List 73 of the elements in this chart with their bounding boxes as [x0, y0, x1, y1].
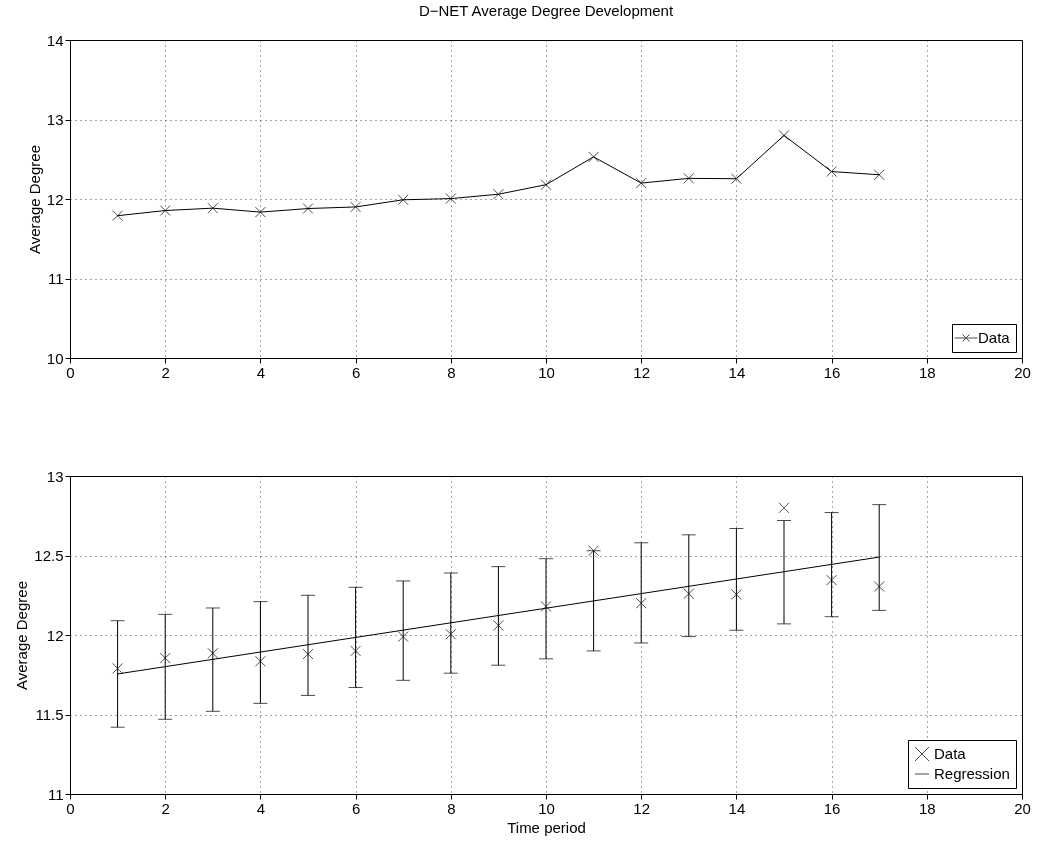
- x-tick-label: 6: [351, 799, 361, 817]
- x-tick-label: 14: [728, 799, 746, 817]
- x-axis-title: Time period: [507, 818, 586, 836]
- point: [540, 600, 552, 612]
- y-tick-label: 10: [46, 349, 64, 367]
- point: [588, 151, 600, 163]
- point: [350, 201, 362, 213]
- point: [826, 166, 838, 178]
- x-tick-label: 18: [918, 363, 936, 381]
- point: [730, 588, 742, 600]
- x-tick-label: 14: [728, 363, 746, 381]
- y-tick-label: 13: [46, 467, 64, 485]
- y-tick-label: 11: [47, 270, 64, 287]
- legend-label: Regression: [934, 765, 1010, 782]
- x-tick-label: 12: [633, 799, 651, 817]
- legend-label: Data: [978, 329, 1011, 346]
- x-tick-label: 2: [161, 799, 170, 817]
- x-tick-label: 6: [351, 363, 361, 381]
- y-axis-title: Average Degree: [25, 145, 43, 254]
- point: [873, 581, 885, 592]
- x-tick-label: 16: [823, 363, 841, 381]
- x-tick-label: 10: [538, 363, 555, 381]
- point: [683, 588, 695, 600]
- point: [159, 205, 171, 217]
- point: [635, 597, 647, 609]
- point: [397, 194, 409, 206]
- point: [112, 662, 124, 674]
- point: [254, 655, 266, 667]
- y-axis-title: Average Degree: [13, 581, 31, 690]
- point: [778, 502, 790, 514]
- y-tick-label: 13: [46, 111, 64, 128]
- point: [112, 210, 124, 222]
- x-tick-label: 12: [633, 363, 651, 381]
- x-tick-label: 16: [823, 799, 841, 817]
- point: [730, 173, 742, 185]
- chart-title: D−NET Average Degree Development: [418, 2, 674, 19]
- point: [207, 202, 219, 214]
- point: [254, 206, 266, 218]
- x-tick-label: 4: [256, 363, 266, 381]
- x-tick-label: 4: [256, 799, 266, 817]
- point: [635, 177, 647, 189]
- legend-label: Data: [934, 745, 967, 762]
- y-tick-label: 12: [46, 626, 64, 644]
- point: [683, 172, 695, 184]
- point: [492, 619, 504, 631]
- y-tick-label: 14: [46, 31, 64, 49]
- point: [302, 203, 314, 215]
- y-tick-label: 11: [47, 785, 64, 803]
- point: [350, 645, 362, 657]
- point: [540, 179, 552, 191]
- point: [778, 129, 790, 141]
- x-tick-label: 8: [447, 363, 456, 381]
- point: [873, 169, 885, 181]
- point: [302, 648, 314, 660]
- point: [397, 631, 409, 643]
- point: [207, 647, 219, 659]
- x-tick-label: 0: [66, 799, 75, 817]
- point: [826, 574, 838, 586]
- x-tick-label: 20: [1014, 799, 1031, 817]
- x-tick-label: 0: [66, 363, 75, 381]
- y-tick-label: 12: [46, 190, 64, 208]
- x-tick-label: 2: [161, 363, 170, 381]
- point: [588, 545, 600, 557]
- point: [445, 193, 457, 205]
- point: [445, 628, 457, 640]
- x-tick-label: 20: [1014, 363, 1031, 381]
- x-tick-label: 18: [918, 799, 936, 817]
- point: [159, 652, 171, 664]
- y-tick-label: 12.5: [34, 547, 64, 564]
- point: [492, 188, 504, 200]
- y-tick-label: 11.5: [35, 706, 64, 723]
- x-tick-label: 10: [538, 799, 555, 817]
- x-tick-label: 8: [447, 799, 456, 817]
